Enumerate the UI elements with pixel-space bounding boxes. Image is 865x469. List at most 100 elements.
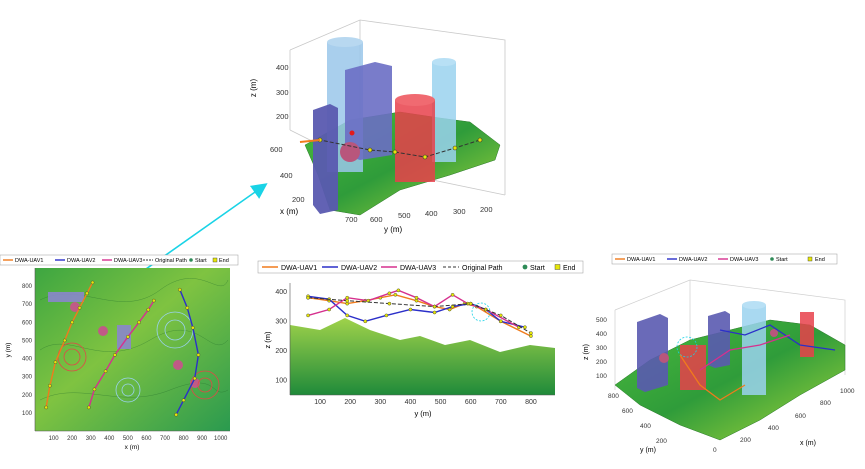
middle-xlabel: y (m) bbox=[414, 409, 432, 418]
data-point bbox=[174, 412, 178, 417]
legend-uav3: DWA-UAV3 bbox=[730, 257, 758, 263]
top-3d-ytick: 200 bbox=[292, 195, 305, 204]
data-point bbox=[70, 320, 74, 325]
data-point bbox=[396, 288, 401, 293]
right-zlabel: z (m) bbox=[583, 344, 590, 360]
series-line-dwa-uav3 bbox=[88, 300, 155, 408]
top-3d-ztick: 200 bbox=[276, 112, 289, 121]
x-tick-label: 800 bbox=[525, 399, 537, 406]
legend-uav1: DWA-UAV1 bbox=[627, 257, 655, 263]
x-tick-label: 900 bbox=[197, 436, 208, 442]
x-tick-label: 100 bbox=[314, 399, 326, 406]
obstacle-cylinder-red bbox=[395, 100, 435, 182]
x-tick-label: 600 bbox=[465, 399, 477, 406]
data-point bbox=[152, 298, 156, 303]
data-point bbox=[450, 292, 455, 297]
legend-start: Start bbox=[530, 265, 545, 272]
top-3d-xtick: 200 bbox=[480, 205, 493, 214]
right-xtick: 200 bbox=[740, 437, 751, 444]
data-point bbox=[77, 306, 82, 310]
data-point bbox=[345, 313, 350, 318]
data-point bbox=[137, 320, 141, 325]
data-point bbox=[306, 313, 310, 318]
right-xtick: 800 bbox=[820, 400, 831, 407]
series-line-dwa-uav1 bbox=[45, 282, 94, 408]
right-ytick: 800 bbox=[608, 393, 619, 400]
x-tick-label: 800 bbox=[179, 436, 190, 442]
top-3d-ytick: 600 bbox=[270, 145, 283, 154]
data-point bbox=[181, 398, 186, 403]
top-3d-xtick: 700 bbox=[345, 215, 358, 224]
x-tick-label: 300 bbox=[86, 436, 97, 442]
x-tick-label: 700 bbox=[160, 436, 171, 442]
data-point bbox=[196, 353, 201, 357]
x-tick-label: 100 bbox=[49, 436, 60, 442]
data-point bbox=[327, 307, 331, 312]
legend-uav2: DWA-UAV2 bbox=[67, 258, 95, 264]
x-tick-label: 600 bbox=[141, 436, 152, 442]
data-point bbox=[498, 319, 503, 324]
data-point bbox=[90, 280, 95, 285]
data-point bbox=[113, 353, 117, 357]
legend-uav1: DWA-UAV1 bbox=[281, 265, 317, 272]
data-point bbox=[432, 304, 437, 309]
right-xtick: 600 bbox=[795, 413, 806, 420]
y-tick-label: 400 bbox=[22, 357, 33, 363]
data-point bbox=[87, 405, 91, 410]
data-point bbox=[185, 306, 190, 310]
y-tick-label: 200 bbox=[275, 348, 287, 355]
data-point bbox=[345, 298, 350, 303]
data-point bbox=[393, 292, 398, 297]
data-point bbox=[192, 376, 197, 381]
data-point bbox=[62, 338, 67, 343]
right-ztick: 500 bbox=[596, 317, 607, 324]
data-point bbox=[498, 313, 503, 318]
legend-uav3: DWA-UAV3 bbox=[400, 265, 436, 272]
middle-sideview-plot: DWA-UAV1 DWA-UAV2 DWA-UAV3 Original Path… bbox=[257, 260, 584, 418]
data-point bbox=[345, 301, 350, 306]
y-tick-label: 800 bbox=[22, 284, 33, 290]
top-3d-ylabel: y (m) bbox=[384, 225, 403, 234]
top-3d-plot: z (m) x (m) y (m) 400 300 200 600 400 20… bbox=[249, 19, 506, 234]
data-point bbox=[85, 291, 89, 296]
right-3d-plot: DWA-UAV1 DWA-UAV2 DWA-UAV3 Start End bbox=[583, 253, 855, 454]
legend-end: End bbox=[815, 257, 825, 263]
data-point bbox=[414, 298, 419, 303]
legend-original: Original Path bbox=[155, 258, 187, 264]
right-xtick: 0 bbox=[713, 447, 717, 454]
x-tick-label: 400 bbox=[104, 436, 115, 442]
right-obstacle-red-2 bbox=[800, 312, 814, 357]
obstacle-cylinder-blue-right bbox=[432, 62, 456, 162]
right-ztick: 300 bbox=[596, 345, 607, 352]
data-point bbox=[146, 307, 151, 312]
right-ztick: 400 bbox=[596, 331, 607, 338]
data-point bbox=[44, 405, 48, 410]
legend-box-middle bbox=[257, 260, 584, 274]
y-tick-label: 300 bbox=[22, 375, 33, 381]
right-obstacle-box-2 bbox=[708, 311, 730, 368]
data-point bbox=[103, 369, 108, 374]
top-3d-xtick: 400 bbox=[425, 209, 438, 218]
right-xtick: 1000 bbox=[840, 388, 855, 395]
x-tick-label: 400 bbox=[405, 399, 417, 406]
left-topview-plot: DWA-UAV1 DWA-UAV2 DWA-UAV3 Original Path… bbox=[0, 254, 239, 451]
y-tick-label: 600 bbox=[22, 320, 33, 326]
data-point bbox=[345, 295, 350, 300]
legend-original: Original Path bbox=[462, 265, 503, 272]
legend-uav3: DWA-UAV3 bbox=[114, 258, 142, 264]
right-ylabel: y (m) bbox=[640, 447, 656, 454]
right-ztick: 100 bbox=[596, 373, 607, 380]
data-point bbox=[523, 325, 527, 330]
left-xlabel: x (m) bbox=[125, 444, 140, 451]
top-3d-xtick: 500 bbox=[398, 211, 411, 220]
data-point bbox=[126, 335, 130, 339]
x-tick-label: 200 bbox=[67, 436, 78, 442]
x-tick-label: 500 bbox=[435, 399, 447, 406]
y-tick-label: 300 bbox=[275, 318, 287, 325]
x-tick-label: 200 bbox=[344, 399, 356, 406]
data-point bbox=[384, 313, 389, 318]
x-tick-label: 500 bbox=[123, 436, 134, 442]
data-point bbox=[529, 331, 533, 335]
data-point bbox=[387, 301, 392, 306]
right-obstacle-cylinder bbox=[742, 305, 766, 395]
